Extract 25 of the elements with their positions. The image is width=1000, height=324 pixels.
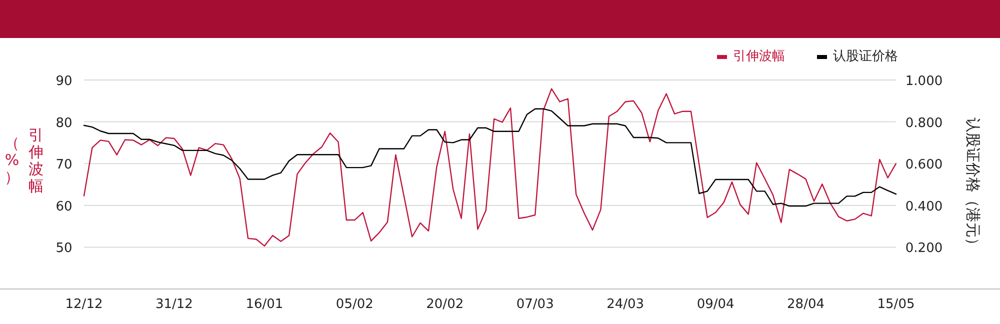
y2-tick-label: 0.600 [905,158,943,173]
y-tick-label: 50 [56,241,72,256]
y2-axis-title: 认股证价格（港元） [964,118,982,252]
x-tick-label: 31/12 [155,297,193,312]
x-tick-label: 20/02 [426,297,464,312]
line-series [83,88,897,247]
x-tick-label: 28/04 [787,297,825,312]
y2-tick-label: 0.800 [905,116,943,131]
x-tick-label: 07/03 [516,297,554,312]
y-tick-label: 90 [56,74,72,89]
y-tick-label: 70 [56,158,72,173]
x-tick-label: 15/05 [877,297,915,312]
legend-label: 认股证价格 [833,49,898,64]
x-tick-label: 16/01 [246,297,284,312]
y2-tick-label: 0.400 [905,199,943,214]
y-tick-label: 80 [56,116,72,131]
line-series [83,108,897,207]
x-tick-label: 12/12 [65,297,103,312]
x-tick-label: 05/02 [336,297,374,312]
y2-tick-label: 0.200 [905,241,943,256]
x-tick-label: 24/03 [606,297,644,312]
y-tick-label: 60 [56,199,72,214]
legend-label: 引伸波幅 [733,49,785,64]
x-tick-label: 09/04 [696,297,734,312]
y2-tick-label: 1.000 [905,74,943,89]
